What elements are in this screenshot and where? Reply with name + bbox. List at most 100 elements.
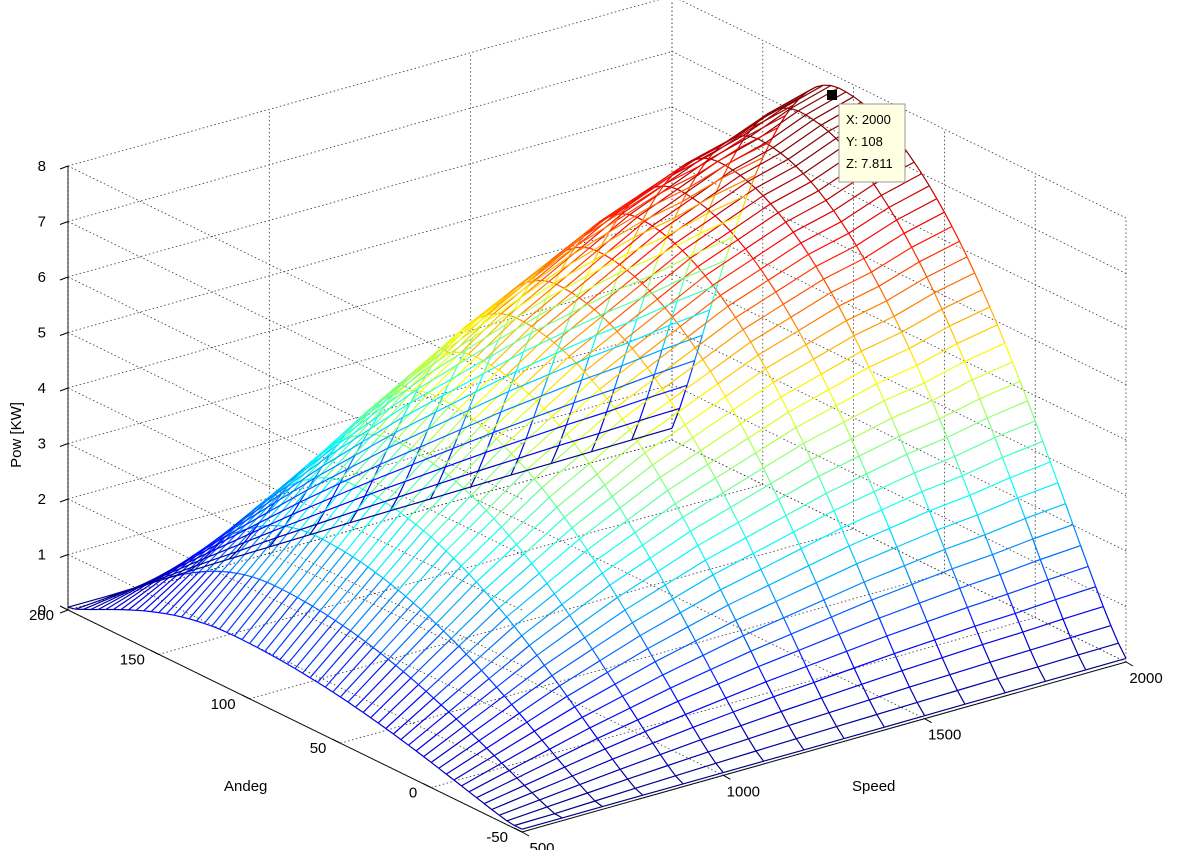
y-tick-label: 150 [120, 651, 145, 668]
surface-mesh-segment [637, 719, 646, 732]
surface-mesh-segment [67, 606, 76, 610]
surface-mesh-segment [478, 502, 487, 511]
surface-mesh-segment [790, 633, 800, 651]
surface-mesh-segment [486, 721, 528, 749]
floor-grid-y [340, 572, 945, 744]
surface-mesh-segment [226, 512, 268, 537]
surface-mesh-segment [415, 334, 457, 371]
surface-mesh-segment [324, 641, 366, 688]
surface-mesh-segment [964, 361, 973, 381]
surface-mesh-segment [463, 297, 504, 329]
surface-mesh-segment [438, 740, 480, 769]
surface-mesh-segment [611, 274, 653, 294]
surface-mesh-segment [578, 297, 588, 304]
surface-mesh-segment [573, 380, 583, 403]
surface-mesh-segment [488, 645, 530, 680]
surface-mesh-segment [901, 308, 943, 333]
surface-mesh-segment [1117, 642, 1127, 659]
surface-mesh-segment [918, 602, 928, 622]
surface-mesh-segment [450, 364, 459, 380]
surface-mesh-segment [855, 245, 865, 259]
surface-mesh-segment [437, 470, 479, 485]
surface-mesh-segment [848, 206, 890, 234]
surface-mesh-segment [855, 219, 897, 247]
surface-mesh-segment [675, 762, 716, 777]
surface-mesh-segment [999, 574, 1009, 595]
surface-mesh-segment [1045, 669, 1086, 682]
surface-mesh-segment [269, 534, 310, 548]
surface-mesh-segment [942, 644, 983, 659]
surface-mesh-segment [163, 558, 205, 577]
surface-mesh-segment [471, 733, 480, 742]
surface-mesh-segment [445, 747, 487, 775]
surface-mesh-segment [430, 761, 440, 769]
surface-mesh-segment [609, 323, 618, 332]
surface-mesh-segment [344, 551, 354, 558]
surface-mesh-segment [541, 487, 550, 498]
surface-mesh-segment [226, 631, 235, 637]
surface-mesh-segment [707, 437, 749, 465]
surface-mesh-segment [709, 370, 719, 385]
surface-mesh-segment [677, 383, 719, 413]
surface-mesh-segment [926, 621, 936, 641]
surface-mesh-segment [314, 454, 356, 479]
surface-mesh-segment [465, 413, 474, 421]
surface-mesh-segment [797, 330, 807, 345]
surface-mesh-segment [193, 527, 235, 556]
surface-mesh-segment [619, 754, 661, 770]
surface-mesh-segment [803, 443, 812, 460]
surface-mesh-segment [694, 335, 703, 361]
y-tick-mark [513, 827, 523, 833]
surface-mesh-segment [941, 657, 951, 675]
surface-mesh-segment [460, 313, 502, 353]
surface-mesh-segment [516, 777, 525, 786]
surface-mesh-segment [598, 420, 640, 434]
surface-mesh-segment [853, 96, 862, 103]
surface-mesh-segment [423, 725, 465, 758]
surface-mesh-segment [367, 376, 409, 412]
surface-mesh-segment [582, 695, 623, 718]
surface-mesh-segment [700, 739, 709, 753]
surface-mesh-segment [888, 207, 898, 221]
surface-mesh-segment [669, 300, 678, 326]
surface-mesh-segment [581, 365, 622, 381]
surface-mesh-segment [332, 691, 341, 698]
surface-mesh-segment [1001, 457, 1011, 478]
surface-mesh-segment [765, 681, 775, 698]
surface-mesh-segment [702, 655, 712, 670]
y-tick-label: -50 [486, 829, 508, 846]
surface-mesh-segment [649, 290, 658, 300]
surface-mesh-segment [332, 477, 341, 481]
surface-mesh-segment [599, 635, 641, 662]
surface-mesh-segment [818, 455, 860, 477]
surface-mesh-segment [919, 240, 960, 263]
surface-mesh-segment [964, 692, 1006, 705]
surface-mesh-segment [556, 334, 597, 354]
surface-mesh-segment [387, 658, 397, 666]
surface-mesh-segment [316, 510, 326, 525]
surface-mesh-segment [369, 448, 412, 494]
surface-mesh-segment [628, 319, 638, 343]
wall-grid-z-left [67, 498, 523, 722]
surface-mesh-segment [714, 478, 724, 493]
surface-mesh-segment [674, 201, 683, 219]
wall-grid-z-right [671, 328, 1127, 552]
surface-mesh-segment [578, 272, 620, 295]
surface-mesh-segment [911, 568, 953, 585]
datatip-marker[interactable] [827, 90, 837, 100]
datatip[interactable]: X: 2000 Y: 108 Z: 7.811 [827, 90, 906, 183]
surface-mesh-segment [838, 633, 848, 652]
surface-mesh-segment [299, 479, 341, 530]
surface-mesh-segment [518, 685, 560, 714]
surface-mesh-segment [385, 690, 427, 729]
surface-mesh-segment [969, 495, 978, 516]
surface-mesh-segment [731, 215, 741, 238]
surface-mesh-segment [513, 342, 555, 382]
surface-mesh-segment [473, 661, 482, 671]
surface-mesh-segment [540, 379, 582, 397]
surface-mesh-segment [710, 669, 719, 685]
surface-mesh-segment [974, 625, 984, 645]
surface-mesh-segment [966, 256, 976, 274]
surface-mesh-segment [546, 583, 555, 595]
surface-mesh-segment [543, 371, 585, 410]
